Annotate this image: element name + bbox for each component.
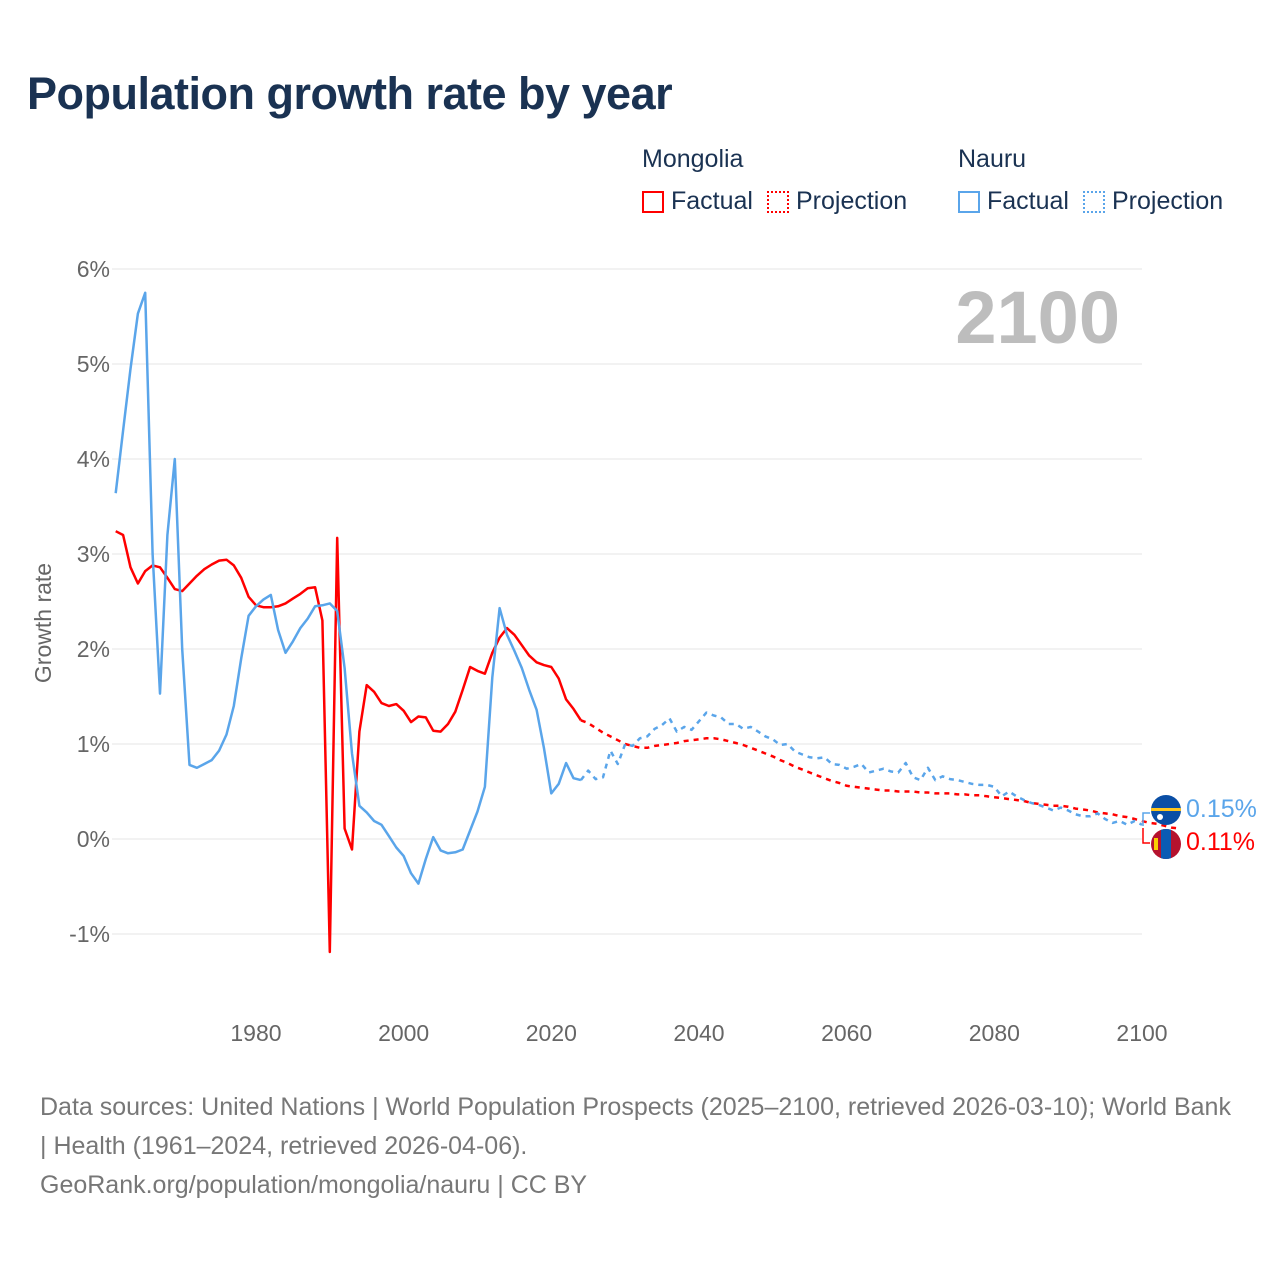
legend-nauru-projection[interactable]: Projection <box>1082 187 1224 216</box>
legend-label: Projection <box>795 187 908 215</box>
x-tick-label: 2020 <box>526 1020 577 1046</box>
mongolia-connector <box>1142 828 1150 844</box>
nauru-end-value: 0.15% <box>1186 795 1257 823</box>
legend-label: Projection <box>1111 187 1224 215</box>
year-watermark: 2100 <box>955 276 1120 359</box>
nauru-connector <box>1142 812 1150 826</box>
y-tick-label: 4% <box>77 446 110 472</box>
legend-swatch-dotted <box>1082 190 1105 213</box>
y-tick-label: 6% <box>77 256 110 282</box>
x-tick-label: 2100 <box>1116 1020 1167 1046</box>
mongolia-factual-line <box>115 530 582 954</box>
chart-title: Population growth rate by year <box>27 68 673 119</box>
nauru-factual-line <box>114 291 582 885</box>
legend-swatch-solid <box>642 190 664 213</box>
legend-mongolia-factual[interactable]: Factual <box>642 187 753 216</box>
y-tick-label: 2% <box>77 636 110 662</box>
legend-mongolia-title: Mongolia <box>642 145 744 173</box>
x-tick-label: 2060 <box>821 1020 872 1046</box>
legend-mongolia: Mongolia Factual Projection <box>642 145 921 216</box>
legend-label: Factual <box>671 187 753 215</box>
footer-sources: Data sources: United Nations | World Pop… <box>40 1093 1231 1160</box>
y-tick-label: 1% <box>77 731 110 757</box>
y-tick-label: 3% <box>77 541 110 567</box>
legend-nauru: Nauru Factual Projection <box>958 145 1237 216</box>
legend-swatch-dotted <box>766 190 789 213</box>
legend-nauru-title: Nauru <box>958 145 1027 173</box>
footer-credit[interactable]: GeoRank.org/population/mongolia/nauru | … <box>40 1171 588 1199</box>
legend-swatch-solid <box>958 190 980 213</box>
nauru-flag-icon <box>1151 795 1181 825</box>
nauru-projection-line <box>579 711 1143 827</box>
y-axis-label: Growth rate <box>30 563 56 683</box>
legend-nauru-factual[interactable]: Factual <box>958 187 1069 216</box>
mongolia-end-value: 0.11% <box>1186 828 1255 856</box>
y-tick-label: 0% <box>77 826 110 852</box>
y-tick-label: 5% <box>77 351 110 377</box>
mongolia-projection-line <box>580 719 1180 830</box>
mongolia-flag-icon <box>1151 829 1181 859</box>
footer: Data sources: United Nations | World Pop… <box>40 1088 1240 1205</box>
legend-mongolia-projection[interactable]: Projection <box>766 187 908 216</box>
x-tick-label: 1980 <box>230 1020 281 1046</box>
legend-label: Factual <box>987 187 1069 215</box>
x-tick-label: 2040 <box>673 1020 724 1046</box>
y-tick-label: -1% <box>69 921 110 947</box>
line-chart: -1% 0% 1% 2% 3% 4% 5% 6% 1980 2000 2020 2040 2060 208… <box>30 256 1257 1046</box>
x-tick-label: 2000 <box>378 1020 429 1046</box>
x-tick-label: 2080 <box>969 1020 1020 1046</box>
